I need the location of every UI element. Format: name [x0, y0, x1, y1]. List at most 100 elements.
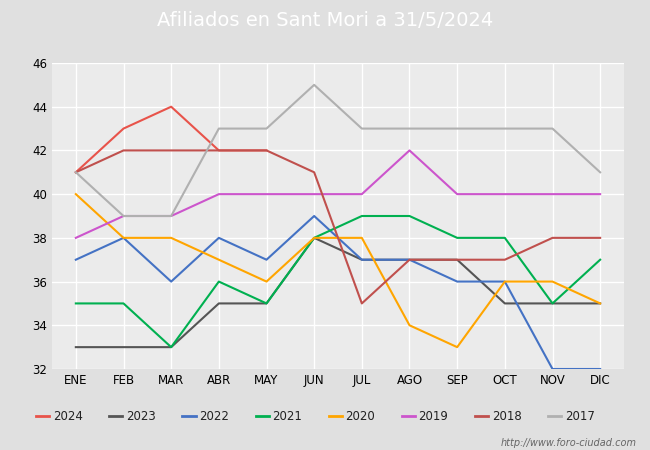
- 2024: [72, 170, 80, 175]
- 2022: [596, 366, 604, 372]
- 2019: [453, 191, 461, 197]
- 2023: [501, 301, 509, 306]
- 2019: [406, 148, 413, 153]
- 2022: [72, 257, 80, 262]
- 2023: [167, 344, 175, 350]
- 2023: [263, 301, 270, 306]
- Text: http://www.foro-ciudad.com: http://www.foro-ciudad.com: [501, 438, 637, 448]
- 2020: [358, 235, 366, 241]
- 2017: [406, 126, 413, 131]
- 2023: [453, 257, 461, 262]
- 2018: [120, 148, 127, 153]
- Line: 2017: 2017: [76, 85, 600, 216]
- 2021: [215, 279, 223, 284]
- 2022: [310, 213, 318, 219]
- 2017: [501, 126, 509, 131]
- 2023: [215, 301, 223, 306]
- Text: 2024: 2024: [53, 410, 83, 423]
- 2020: [72, 191, 80, 197]
- 2024: [167, 104, 175, 109]
- 2023: [72, 344, 80, 350]
- 2020: [120, 235, 127, 241]
- 2019: [167, 213, 175, 219]
- 2024: [215, 148, 223, 153]
- 2017: [310, 82, 318, 88]
- 2020: [596, 301, 604, 306]
- 2023: [358, 257, 366, 262]
- 2019: [310, 191, 318, 197]
- 2019: [263, 191, 270, 197]
- 2018: [215, 148, 223, 153]
- 2023: [310, 235, 318, 241]
- 2022: [358, 257, 366, 262]
- Line: 2020: 2020: [76, 194, 600, 347]
- 2020: [167, 235, 175, 241]
- 2018: [549, 235, 556, 241]
- 2018: [310, 170, 318, 175]
- 2022: [549, 366, 556, 372]
- 2024: [120, 126, 127, 131]
- Line: 2021: 2021: [76, 216, 600, 347]
- 2018: [263, 148, 270, 153]
- 2021: [167, 344, 175, 350]
- 2022: [501, 279, 509, 284]
- 2017: [215, 126, 223, 131]
- 2018: [406, 257, 413, 262]
- Line: 2022: 2022: [76, 216, 600, 369]
- 2024: [263, 148, 270, 153]
- 2023: [549, 301, 556, 306]
- 2020: [310, 235, 318, 241]
- Text: 2018: 2018: [491, 410, 521, 423]
- 2021: [453, 235, 461, 241]
- Text: 2021: 2021: [272, 410, 302, 423]
- 2022: [406, 257, 413, 262]
- 2021: [549, 301, 556, 306]
- 2023: [596, 301, 604, 306]
- 2020: [215, 257, 223, 262]
- 2021: [263, 301, 270, 306]
- 2020: [501, 279, 509, 284]
- 2022: [215, 235, 223, 241]
- 2017: [549, 126, 556, 131]
- 2019: [549, 191, 556, 197]
- 2021: [596, 257, 604, 262]
- Text: 2020: 2020: [346, 410, 375, 423]
- 2022: [453, 279, 461, 284]
- 2020: [549, 279, 556, 284]
- Line: 2024: 2024: [76, 107, 266, 172]
- 2021: [72, 301, 80, 306]
- 2018: [72, 170, 80, 175]
- 2018: [596, 235, 604, 241]
- Text: 2023: 2023: [126, 410, 156, 423]
- 2023: [120, 344, 127, 350]
- 2017: [167, 213, 175, 219]
- 2017: [72, 170, 80, 175]
- 2021: [406, 213, 413, 219]
- Line: 2023: 2023: [76, 238, 600, 347]
- 2019: [358, 191, 366, 197]
- 2018: [501, 257, 509, 262]
- 2021: [310, 235, 318, 241]
- 2022: [120, 235, 127, 241]
- 2017: [453, 126, 461, 131]
- Line: 2019: 2019: [76, 150, 600, 238]
- Text: Afiliados en Sant Mori a 31/5/2024: Afiliados en Sant Mori a 31/5/2024: [157, 11, 493, 30]
- 2022: [167, 279, 175, 284]
- 2020: [263, 279, 270, 284]
- 2018: [167, 148, 175, 153]
- 2023: [406, 257, 413, 262]
- 2017: [263, 126, 270, 131]
- 2017: [358, 126, 366, 131]
- 2018: [358, 301, 366, 306]
- 2019: [120, 213, 127, 219]
- 2019: [215, 191, 223, 197]
- 2020: [453, 344, 461, 350]
- 2021: [501, 235, 509, 241]
- 2019: [596, 191, 604, 197]
- 2021: [358, 213, 366, 219]
- 2021: [120, 301, 127, 306]
- 2017: [596, 170, 604, 175]
- 2022: [263, 257, 270, 262]
- Text: 2019: 2019: [419, 410, 448, 423]
- 2019: [72, 235, 80, 241]
